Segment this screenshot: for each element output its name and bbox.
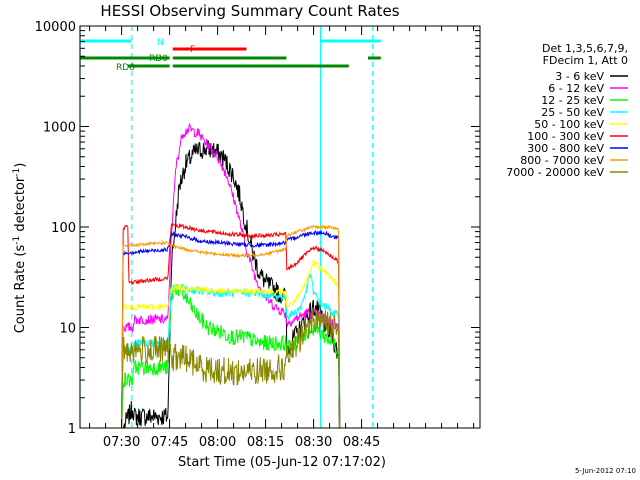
x-tick-label: 08:45 xyxy=(343,435,380,450)
chart-title: HESSI Observing Summary Count Rates xyxy=(100,2,399,20)
y-label-sup2: -1 xyxy=(12,168,22,177)
legend-label-5: 100 - 300 keV xyxy=(527,130,604,143)
series-line-7 xyxy=(80,224,343,428)
legend: Det 1,3,5,6,7,9, FDecim 1, Att 0 3 - 6 k… xyxy=(506,42,628,179)
y-tick-label: 10 xyxy=(59,322,76,337)
series-line-8 xyxy=(80,308,343,428)
y-tick-label: 1 xyxy=(68,422,76,437)
y-tick-label: 10000 xyxy=(35,20,76,35)
legend-label-2: 12 - 25 keV xyxy=(541,94,604,107)
flag-bars: N F RD0 RD6 xyxy=(80,38,381,73)
footer-date: 5-Jun-2012 07:10 xyxy=(575,467,636,475)
x-tick-label: 08:00 xyxy=(199,435,236,450)
y-tick-label: 1000 xyxy=(43,121,76,136)
x-axis-ticks: 07:30 07:45 08:00 08:15 08:30 08:45 xyxy=(89,26,475,450)
legend-label-3: 25 - 50 keV xyxy=(541,106,604,119)
flag-label-rd6: RD6 xyxy=(116,63,135,73)
y-label-sup1: -1 xyxy=(12,236,22,245)
series-line-5 xyxy=(80,222,343,428)
y-label-part2: detector xyxy=(13,176,28,236)
flag-label-f: F xyxy=(190,45,195,55)
legend-header-line2: FDecim 1, Att 0 xyxy=(543,54,628,67)
y-axis-ticks: 1 10 100 1000 10000 xyxy=(35,20,480,437)
plot-area: N F RD0 RD6 xyxy=(79,25,481,429)
y-label-part3: ) xyxy=(13,163,28,168)
series-lines xyxy=(80,122,343,428)
legend-label-7: 800 - 7000 keV xyxy=(520,154,604,167)
plot-frame xyxy=(79,25,481,429)
flag-label-n: N xyxy=(157,38,164,48)
legend-label-4: 50 - 100 keV xyxy=(534,118,604,131)
legend-label-6: 300 - 800 keV xyxy=(527,142,604,155)
y-tick-label: 100 xyxy=(51,221,76,236)
legend-header-line1: Det 1,3,5,6,7,9, xyxy=(542,42,628,55)
legend-label-8: 7000 - 20000 keV xyxy=(506,166,604,179)
series-line-3 xyxy=(80,273,343,428)
y-label-part1: Count Rate (s xyxy=(13,245,28,334)
x-tick-label: 08:30 xyxy=(295,435,332,450)
series-line-2 xyxy=(80,284,343,428)
x-tick-label: 07:45 xyxy=(151,435,188,450)
x-tick-label: 07:30 xyxy=(103,435,140,450)
legend-label-0: 3 - 6 keV xyxy=(555,70,604,83)
series-line-1 xyxy=(80,122,343,428)
series-line-6 xyxy=(80,229,343,428)
x-tick-label: 08:15 xyxy=(247,435,284,450)
flag-label-rd0: RD0 xyxy=(149,54,168,64)
series-line-4 xyxy=(80,259,343,428)
x-axis-label: Start Time (05-Jun-12 07:17:02) xyxy=(178,455,386,470)
legend-label-1: 6 - 12 keV xyxy=(548,82,604,95)
y-axis-label: Count Rate (s-1 detector-1) xyxy=(12,163,28,334)
